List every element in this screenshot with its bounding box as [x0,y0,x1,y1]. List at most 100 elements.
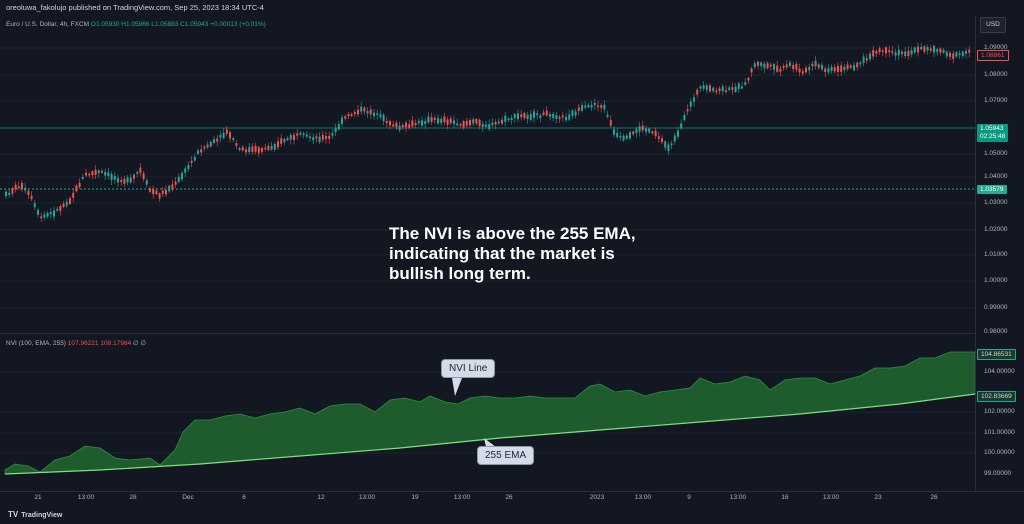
candle-body [709,85,711,92]
candle-body [878,48,881,53]
candle-body [395,122,398,128]
tradingview-logo-icon: TV [8,510,19,519]
candle-body [664,141,667,148]
candle-body [686,109,689,112]
candle-body [654,130,657,136]
candle-body [673,135,676,142]
ema-line-callout[interactable]: 255 EMA [477,446,535,465]
bar-countdown: 02:25:48 [980,133,1006,140]
candle-body [229,132,231,139]
candle-body [625,135,628,139]
candle-body [587,104,590,108]
candle-body [763,63,766,69]
candle-body [104,171,107,176]
candle-body [65,201,68,206]
ema-value-tag: 102.83669 [977,391,1016,402]
candle-body [203,146,206,149]
candle-body [766,63,769,69]
candle-body [805,67,807,73]
candle-body [216,138,219,142]
candle-body [648,128,651,133]
currency-button[interactable]: USD [980,17,1006,33]
candle-body [923,46,926,52]
candle-body [296,133,299,136]
candle-body [139,167,142,173]
time-label: 21 [34,494,42,501]
candle-body [798,68,801,73]
nvi-line-callout[interactable]: NVI Line [441,359,496,378]
candle-body [689,101,692,107]
horizontal-line-tag: 1.03579 [977,185,1007,194]
nvi-legend[interactable]: NVI (100, EMA, 255) 107.96221 108.17984 … [6,339,146,347]
candle-body [347,114,350,117]
candle-body [913,47,916,53]
annotation-text[interactable]: The NVI is above the 255 EMA, indicating… [389,224,689,284]
candle-body [430,117,433,122]
candle-body [667,144,670,152]
price-label: 1.03000 [984,199,1008,206]
time-label: 13:00 [634,494,652,501]
candle-body [72,192,75,198]
candle-body [750,68,753,73]
candle-body [641,125,644,131]
candle-body [782,65,785,68]
publish-header: oreoluwa_fakolujo published on TradingVi… [0,0,1024,16]
candle-body [453,120,455,125]
candle-body [81,177,84,179]
candle-body [817,64,820,68]
candle-body [789,62,791,66]
tradingview-brand[interactable]: TV TradingView [8,510,62,519]
candle-body [142,173,145,180]
candle-body [744,82,747,85]
candle-body [120,180,123,183]
candle-body [433,117,436,121]
candle-body [606,114,609,117]
candle-body [696,89,699,95]
price-label: 1.02000 [984,226,1008,233]
candle-body [939,48,942,53]
candle-body [85,172,87,176]
candle-body [728,87,731,90]
candle-body [190,160,193,164]
annotation-line-3: bullish long term. [389,264,531,283]
candle-body [187,165,190,170]
candle-body [213,139,215,143]
candle-body [49,211,52,215]
candle-body [305,134,308,137]
time-label: 2023 [589,494,605,501]
nvi-axis-label: 102.00000 [984,408,1015,415]
candle-body [267,146,270,151]
candle-body [536,113,539,116]
candle-body [238,147,241,150]
candle-body [584,105,587,108]
candle-body [520,114,523,118]
candle-body [907,50,910,57]
candle-body [254,145,257,152]
candle-body [523,112,526,119]
candle-body [891,51,894,53]
symbol-legend[interactable]: Euro / U.S. Dollar, 4h, FXCM O1.05930 H1… [6,21,266,28]
candle-body [273,143,276,150]
candle-body [795,64,798,70]
candle-body [504,115,507,122]
candle-body [334,127,337,133]
pane-divider[interactable] [0,333,975,334]
candle-body [865,58,868,61]
candle-body [110,174,113,181]
candle-body [11,188,14,194]
last-price-tag: 1.05943 02:25:48 [977,124,1009,142]
candle-body [293,134,295,140]
candle-body [840,65,843,72]
candle-body [37,209,39,215]
time-label: 13:00 [453,494,471,501]
candle-body [917,46,919,53]
candle-body [145,180,148,185]
candle-body [734,86,737,92]
time-label: Dec [182,494,194,501]
candle-body [545,110,548,116]
candle-body [56,208,59,211]
candle-body [353,112,356,115]
candle-body [683,115,686,121]
candle-body [421,120,423,126]
